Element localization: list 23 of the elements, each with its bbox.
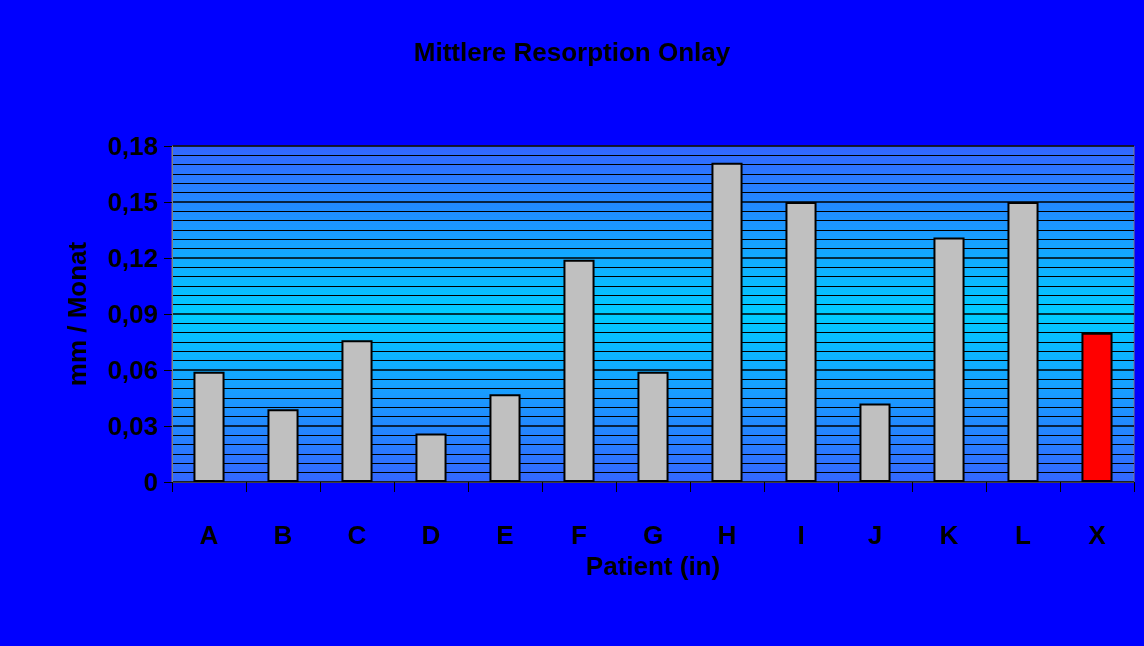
x-tick-label: X <box>1088 520 1107 550</box>
x-tick-label: B <box>273 520 293 550</box>
x-tick-label: D <box>421 520 441 550</box>
x-tick-label: L <box>1015 520 1032 550</box>
x-tick-label: H <box>717 520 737 550</box>
x-axis-title: Patient (in) <box>585 550 721 581</box>
x-tick-label: F <box>571 520 587 550</box>
x-tick-label: I <box>797 520 805 550</box>
y-axis-title: mm / Monat <box>62 241 92 387</box>
x-tick-label: A <box>199 520 219 550</box>
y-tick-label: 0,03 <box>107 411 158 441</box>
chart-title: Mittlere Resorption Onlay <box>413 37 731 67</box>
y-tick-label: 0,06 <box>107 355 158 385</box>
y-tick-label: 0,12 <box>107 243 158 273</box>
x-tick-label: G <box>642 520 664 550</box>
y-tick-label: 0,15 <box>107 187 158 217</box>
x-tick-label: K <box>939 520 959 550</box>
x-tick-label: E <box>496 520 514 550</box>
x-tick-label: J <box>867 520 883 550</box>
y-tick-label: 0,18 <box>107 131 158 161</box>
y-tick-label: 0,09 <box>107 299 158 329</box>
x-tick-label: C <box>347 520 367 550</box>
y-tick-label: 0 <box>143 467 158 497</box>
